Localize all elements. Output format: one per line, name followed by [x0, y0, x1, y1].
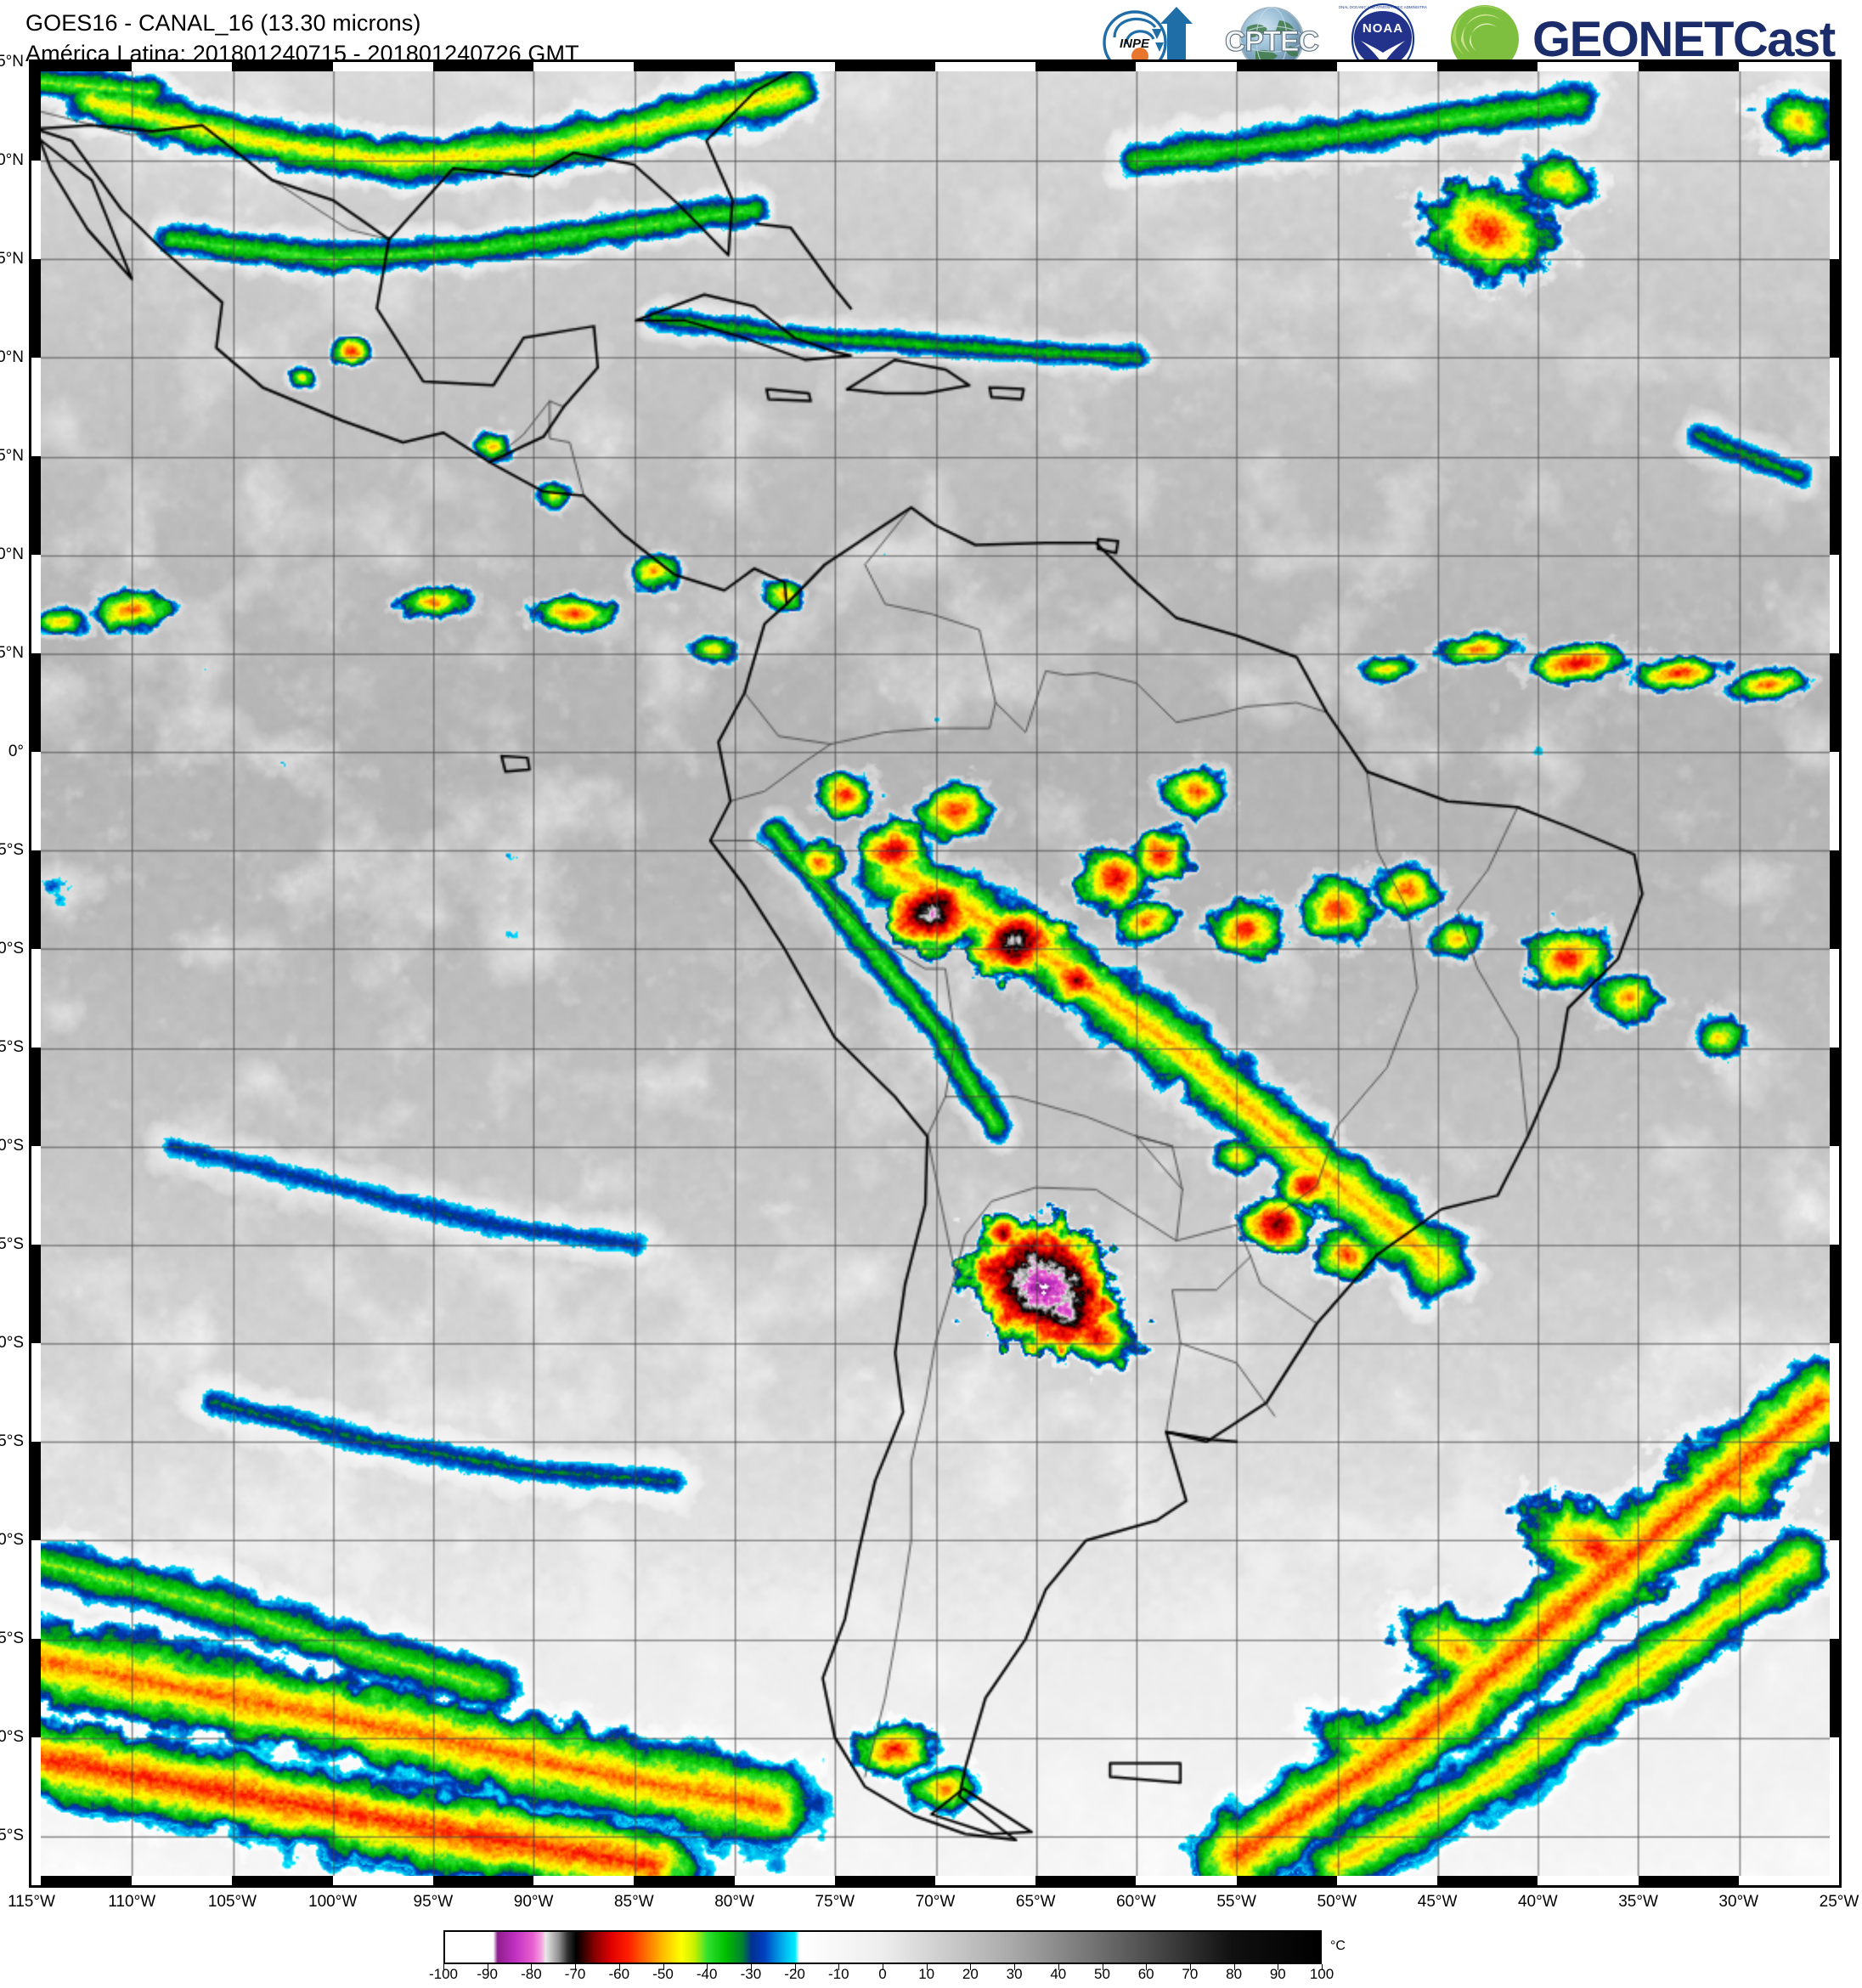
colorbar-tick-label: 0 — [878, 1966, 887, 1982]
lon-tick-label: 30°W — [1718, 1893, 1759, 1911]
lat-tick-label: 35°N — [0, 53, 24, 71]
colorbar-tick-label: -70 — [564, 1966, 586, 1982]
colorbar-tick — [1322, 1964, 1323, 1970]
lat-tick-label: 0° — [8, 743, 24, 760]
colorbar-tick — [1233, 1964, 1235, 1970]
lon-tick-label: 75°W — [815, 1893, 855, 1911]
svg-text:CPTEC: CPTEC — [1225, 25, 1319, 58]
colorbar-ticks — [443, 1964, 1323, 1974]
colorbar-tick-label: -60 — [608, 1966, 630, 1982]
lon-tick-label: 105°W — [207, 1893, 257, 1911]
colorbar-tick-label: -80 — [521, 1966, 542, 1982]
lon-tick-label: 70°W — [915, 1893, 956, 1911]
colorbar-tick-label: 100 — [1309, 1966, 1334, 1982]
colorbar-tick — [1014, 1964, 1016, 1970]
lat-tick-label: 15°N — [0, 447, 24, 465]
title-line-product: GOES16 - CANAL_16 (13.30 microns) — [25, 10, 421, 36]
lon-tick-label: 45°W — [1417, 1893, 1458, 1911]
lat-tick-label: 5°N — [0, 644, 24, 662]
colorbar-tick-label: -20 — [784, 1966, 805, 1982]
lon-tick-label: 95°W — [413, 1893, 454, 1911]
noaa-logo: NOAA NATIONAL OCEANIC AND ATMOSPHERIC AD… — [1330, 3, 1436, 76]
svg-text:INPE: INPE — [1120, 37, 1150, 51]
lat-tick-label: 15°S — [0, 1038, 24, 1056]
colorbar-tick-label: 90 — [1269, 1966, 1286, 1982]
lat-tick-label: 10°S — [0, 940, 24, 957]
colorbar-tick-label: -30 — [740, 1966, 762, 1982]
colorbar-tick-label: -100 — [428, 1966, 459, 1982]
lon-tick-label: 110°W — [108, 1893, 156, 1911]
lat-tick-label: 25°N — [0, 250, 24, 268]
lat-tick-label: 20°S — [0, 1137, 24, 1155]
colorbar-tick — [1189, 1964, 1191, 1970]
logo-strip: INPE — [1096, 2, 1848, 76]
lat-tick-label: 10°N — [0, 545, 24, 563]
lat-tick-label: 30°S — [0, 1334, 24, 1352]
colorbar-tick — [443, 1964, 444, 1970]
lat-tick-label: 50°S — [0, 1728, 24, 1746]
colorbar-tick-label: 20 — [962, 1966, 979, 1982]
geonetcast-logo: GEONETCast — [1441, 3, 1848, 75]
lat-tick-label: 20°N — [0, 348, 24, 366]
colorbar-tick-label: 40 — [1050, 1966, 1067, 1982]
colorbar-tick — [1146, 1964, 1148, 1970]
svg-text:NATIONAL OCEANIC AND ATMOSPHER: NATIONAL OCEANIC AND ATMOSPHERIC ADMINIS… — [1339, 5, 1427, 9]
lat-tick-label: 5°S — [0, 841, 24, 859]
colorbar-labels: -100 -90 -80 -70 -60 -50 -40 -30 -20 -10 0 10 20 30 40… — [429, 1966, 1334, 1988]
lon-tick-label: 35°W — [1618, 1893, 1658, 1911]
lat-tick-label: 30°N — [0, 151, 24, 169]
lon-tick-label: 115°W — [8, 1893, 55, 1911]
colorbar-tick-label: -50 — [652, 1966, 674, 1982]
lon-tick-label: 80°W — [714, 1893, 754, 1911]
svg-text:NOAA: NOAA — [1363, 21, 1403, 36]
lat-tick-label: 45°S — [0, 1629, 24, 1647]
colorbar-tick-label: 10 — [918, 1966, 935, 1982]
lat-tick-label: 55°S — [0, 1827, 24, 1844]
lat-tick-label: 25°S — [0, 1235, 24, 1253]
lon-tick-label: 40°W — [1517, 1893, 1558, 1911]
lon-tick-label: 55°W — [1216, 1893, 1256, 1911]
latitude-axis: 35°N 30°N 25°N 20°N 15°N 10°N 5°N 0° 5°S 10°S 15°S… — [0, 0, 29, 1978]
temperature-colorbar: -100 -90 -80 -70 -60 -50 -40 -30 -20 -10 0 10 20 30 40… — [0, 1923, 1862, 1982]
satellite-image-canvas — [31, 62, 1839, 1885]
colorbar-tick — [618, 1964, 620, 1970]
lon-tick-label: 85°W — [613, 1893, 654, 1911]
colorbar-tick-label: 30 — [1006, 1966, 1023, 1982]
lon-tick-label: 65°W — [1015, 1893, 1056, 1911]
colorbar-tick — [1058, 1964, 1059, 1970]
colorbar-tick — [707, 1964, 708, 1970]
colorbar-tick — [750, 1964, 752, 1970]
colorbar-tick — [970, 1964, 972, 1970]
lon-tick-label: 90°W — [513, 1893, 554, 1911]
colorbar-tick-label: -90 — [477, 1966, 498, 1982]
colorbar-tick-label: 60 — [1137, 1966, 1154, 1982]
colorbar-tick-label: 70 — [1182, 1966, 1199, 1982]
colorbar-tick — [663, 1964, 664, 1970]
colorbar-tick — [575, 1964, 577, 1970]
colorbar-tick — [838, 1964, 840, 1970]
colorbar-tick-label: -10 — [828, 1966, 849, 1982]
geonetcast-wordmark: GEONETCast — [1532, 11, 1836, 67]
lat-tick-label: 35°S — [0, 1432, 24, 1450]
colorbar-tick-label: 80 — [1226, 1966, 1243, 1982]
lon-tick-label: 60°W — [1116, 1893, 1156, 1911]
colorbar-gradient — [445, 1932, 1320, 1963]
lon-tick-label: 100°W — [308, 1893, 358, 1911]
lon-tick-label: 25°W — [1819, 1893, 1859, 1911]
colorbar-gradient-box — [443, 1930, 1322, 1964]
colorbar-tick-label: -40 — [696, 1966, 718, 1982]
colorbar-tick — [926, 1964, 928, 1970]
longitude-axis: 115°W 110°W 105°W 100°W 95°W 90°W 85°W 80°W 75°W… — [0, 1893, 1862, 1944]
colorbar-tick-label: 50 — [1094, 1966, 1110, 1982]
colorbar-unit-label: °C — [1330, 1939, 1346, 1953]
lat-tick-label: 40°S — [0, 1531, 24, 1549]
satellite-map[interactable] — [29, 59, 1842, 1888]
colorbar-tick — [531, 1964, 533, 1970]
geonetcast-leaf-icon — [1451, 5, 1519, 73]
colorbar-tick — [794, 1964, 796, 1970]
lon-tick-label: 50°W — [1317, 1893, 1357, 1911]
cptec-logo: CPTEC — [1218, 3, 1325, 75]
